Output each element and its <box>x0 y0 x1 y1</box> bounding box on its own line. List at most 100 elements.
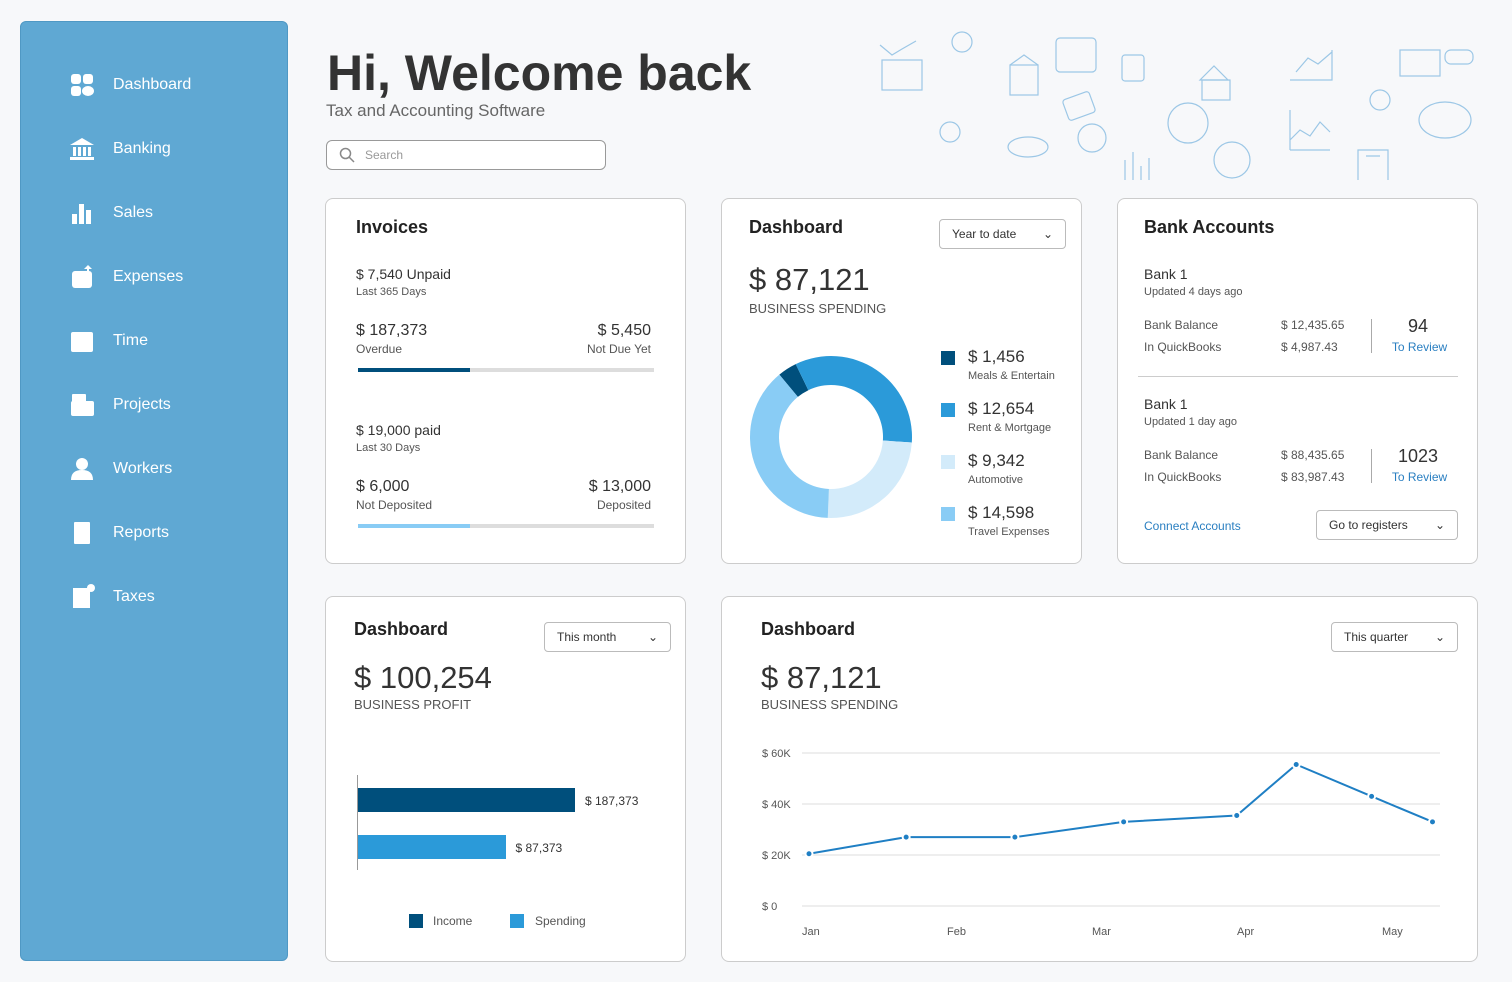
legend-value: $ 1,456 <box>968 347 1025 366</box>
search-icon <box>339 147 355 163</box>
legend-value: $ 9,342 <box>968 451 1025 470</box>
sidebar-item-taxes[interactable]: Taxes <box>69 584 155 610</box>
divider <box>1371 449 1372 483</box>
bar-income <box>358 788 575 812</box>
chevron-down-icon: ⌄ <box>1434 630 1445 644</box>
sidebar-item-label: Reports <box>113 524 170 541</box>
x-tick-label: May <box>1382 926 1403 938</box>
x-tick-label: Jan <box>802 926 820 938</box>
deposited-label: Deposited <box>596 498 651 512</box>
sidebar: Dashboard Banking Sales Expenses Time Project… <box>20 21 288 961</box>
header-illustration <box>870 20 1480 190</box>
legend-label: Meals & Entertain <box>968 370 1055 382</box>
balance-value: $ 88,435.65 <box>1281 448 1345 462</box>
legend-value: $ 14,598 <box>968 503 1035 522</box>
sidebar-item-workers[interactable]: Workers <box>69 456 172 482</box>
deposited-amount: $ 13,000 <box>588 478 651 495</box>
range-dropdown[interactable]: Year to date ⌄ <box>939 219 1066 249</box>
data-point <box>1291 759 1301 769</box>
sidebar-item-label: Workers <box>113 460 173 477</box>
calendar-icon <box>71 332 93 352</box>
deposit-progress <box>358 524 654 528</box>
range-dropdown[interactable]: This month ⌄ <box>544 622 671 652</box>
wallet-icon <box>72 265 92 288</box>
dashboard-icon <box>71 74 94 96</box>
bank-icon <box>70 138 94 160</box>
chevron-down-icon: ⌄ <box>647 630 658 644</box>
series-line <box>808 763 1433 855</box>
unpaid-amount: $ 7,540 Unpaid <box>356 266 451 282</box>
page-subtitle: Tax and Accounting Software <box>326 101 546 120</box>
x-tick-label: Feb <box>947 926 966 938</box>
data-point <box>1428 817 1437 827</box>
data-point <box>804 849 814 859</box>
registers-label: Go to registers <box>1329 518 1408 532</box>
not-due-amount: $ 5,450 <box>597 322 651 339</box>
sidebar-item-label: Banking <box>113 140 171 157</box>
range-value: This month <box>557 630 617 644</box>
trend-amount: $ 87,121 <box>761 660 882 695</box>
quickbooks-label: In QuickBooks <box>1144 340 1222 354</box>
sidebar-item-reports[interactable]: Reports <box>69 520 169 546</box>
sidebar-item-label: Projects <box>113 396 171 413</box>
sidebar-item-label: Taxes <box>113 588 155 605</box>
search-input[interactable]: Search <box>326 140 606 170</box>
worker-icon <box>71 458 93 480</box>
range-dropdown[interactable]: This quarter ⌄ <box>1331 622 1458 652</box>
bar-axis <box>357 775 358 870</box>
sidebar-item-label: Sales <box>113 204 154 221</box>
donut-slice <box>795 356 912 443</box>
overdue-progress <box>358 368 654 372</box>
data-point <box>1232 810 1242 820</box>
legend-label: Travel Expenses <box>968 526 1050 538</box>
review-count: 94 <box>1407 316 1429 336</box>
legend-label: Rent & Mortgage <box>968 422 1052 434</box>
donut-slice <box>779 364 809 397</box>
quickbooks-label: In QuickBooks <box>1144 470 1222 484</box>
sidebar-item-time[interactable]: Time <box>69 328 148 354</box>
legend-swatch <box>941 351 955 365</box>
data-point <box>901 832 911 842</box>
bank-accounts-card: Bank Accounts Bank 1 Updated 4 days ago … <box>1117 198 1478 564</box>
to-review-link[interactable]: To Review <box>1391 340 1448 354</box>
spending-amount: $ 87,121 <box>749 262 870 297</box>
data-point <box>1010 832 1020 842</box>
overdue-label: Overdue <box>356 342 403 356</box>
legend-swatch <box>409 914 423 928</box>
paid-period: Last 30 Days <box>356 442 421 454</box>
y-tick-label: $ 20K <box>762 850 791 862</box>
bank-title: Bank Accounts <box>1144 217 1275 237</box>
range-value: Year to date <box>952 227 1017 241</box>
sidebar-item-label: Dashboard <box>113 76 192 93</box>
to-review-link[interactable]: To Review <box>1391 470 1448 484</box>
bar-value-label: $ 87,373 <box>515 841 563 855</box>
sidebar-item-banking[interactable]: Banking <box>69 136 171 162</box>
donut-chart <box>750 356 912 518</box>
search-placeholder: Search <box>365 148 404 162</box>
document-icon <box>74 522 90 544</box>
sidebar-item-projects[interactable]: Projects <box>69 392 171 418</box>
folder-icon <box>71 394 94 416</box>
registers-dropdown[interactable]: Go to registers ⌄ <box>1316 510 1458 540</box>
profit-amount: $ 100,254 <box>354 660 492 695</box>
chevron-down-icon: ⌄ <box>1434 518 1445 532</box>
divider <box>1371 319 1372 353</box>
sidebar-item-dashboard[interactable]: Dashboard <box>69 72 191 98</box>
sidebar-item-expenses[interactable]: Expenses <box>69 264 183 290</box>
y-tick-label: $ 40K <box>762 799 791 811</box>
trend-card: Dashboard This quarter ⌄ $ 87,121 BUSINES… <box>721 596 1478 962</box>
page-title: Hi, Welcome back <box>327 45 752 101</box>
not-due-label: Not Due Yet <box>586 342 651 356</box>
legend-label: Income <box>433 914 473 928</box>
sidebar-item-sales[interactable]: Sales <box>69 200 153 226</box>
legend-swatch <box>941 507 955 521</box>
unpaid-period: Last 365 Days <box>356 286 427 298</box>
range-value: This quarter <box>1344 630 1409 644</box>
balance-label: Bank Balance <box>1144 448 1219 462</box>
connect-accounts-link[interactable]: Connect Accounts <box>1144 519 1241 533</box>
bank-name: Bank 1 <box>1144 396 1188 412</box>
x-tick-label: Apr <box>1237 926 1254 938</box>
divider <box>1138 376 1458 377</box>
trend-title: Dashboard <box>761 619 856 639</box>
y-tick-label: $ 60K <box>762 748 791 760</box>
